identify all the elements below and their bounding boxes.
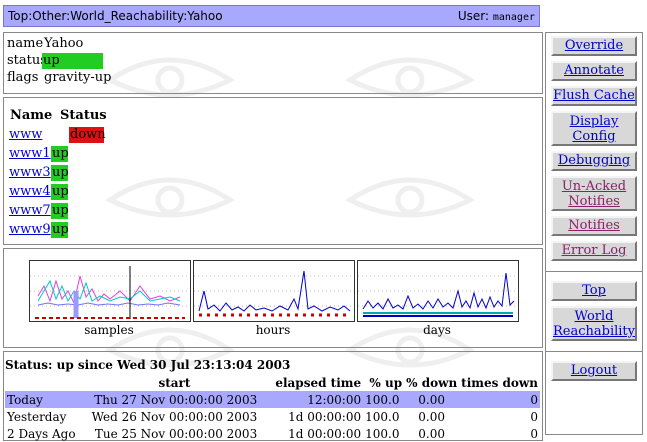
start-cell: Thu 27 Nov 00:00:00 2003 xyxy=(94,392,258,407)
name-value: Yahoo xyxy=(44,36,84,51)
hours-caption: hours xyxy=(255,323,291,337)
flags-value: gravity-up xyxy=(44,70,112,85)
table-row: 2 Days Ago Tue 25 Nov 00:00:00 2003 1d 0… xyxy=(5,425,540,442)
name-column-header: Name xyxy=(10,108,53,123)
up-cell: 100.0 xyxy=(365,426,400,441)
info-panel: name Yahoo status up flags gravity-up xyxy=(3,32,543,94)
start-header: start xyxy=(158,375,191,390)
debugging-button[interactable]: Debugging xyxy=(551,151,637,171)
child-status-badge: up xyxy=(51,165,69,181)
children-panel: Name Status www down www1 up www3 up www… xyxy=(3,97,543,245)
unacked-notifies-button[interactable]: Un-Acked Notifies xyxy=(551,176,637,211)
down-cell: 0.00 xyxy=(418,409,445,424)
annotate-button[interactable]: Annotate xyxy=(551,61,637,81)
child-link-www[interactable]: www xyxy=(9,127,43,142)
notifies-button[interactable]: Notifies xyxy=(551,216,637,236)
status-summary: Status: up since Wed 30 Jul 23:13:04 200… xyxy=(5,358,291,372)
down-cell: 0.00 xyxy=(418,426,445,441)
flush-cache-button[interactable]: Flush Cache xyxy=(551,86,637,106)
error-log-button[interactable]: Error Log xyxy=(551,241,637,261)
up-cell: 100.0 xyxy=(365,409,400,424)
graphs-panel xyxy=(3,248,543,348)
logout-button[interactable]: Logout xyxy=(551,361,637,381)
top-button[interactable]: Top xyxy=(551,281,637,301)
name-label: name xyxy=(7,36,44,51)
flags-label: flags xyxy=(7,70,39,85)
elapsed-header: elapsed time xyxy=(275,375,362,390)
user-name: manager xyxy=(492,12,535,23)
up-cell: 100.0 xyxy=(365,392,400,407)
elapsed-cell: 1d 00:00:00 xyxy=(288,409,362,424)
world-reachability-button[interactable]: World Reachability xyxy=(551,306,637,341)
user-label: User: xyxy=(457,9,490,23)
period-cell: Today xyxy=(7,392,43,407)
sidebar: Override Annotate Flush Cache Display Co… xyxy=(545,32,643,435)
elapsed-cell: 12:00:00 xyxy=(307,392,362,407)
hours-graph[interactable] xyxy=(193,260,355,322)
child-link-www4[interactable]: www4 xyxy=(9,184,51,199)
child-link-www9[interactable]: www9 xyxy=(9,222,51,237)
child-status-badge: up xyxy=(51,203,69,219)
child-link-www3[interactable]: www3 xyxy=(9,165,51,180)
times-cell: 0 xyxy=(530,392,538,407)
top-bar: Top:Other:World_Reachability:Yahoo User:… xyxy=(3,5,540,27)
times-down-header: times down xyxy=(461,375,538,390)
times-cell: 0 xyxy=(530,426,538,441)
elapsed-cell: 1d 00:00:00 xyxy=(288,426,362,441)
down-cell: 0.00 xyxy=(418,392,445,407)
table-header-row: start elapsed time % up % down times dow… xyxy=(5,374,540,391)
status-badge: up xyxy=(42,53,103,69)
period-cell: 2 Days Ago xyxy=(7,426,76,441)
breadcrumb: Top:Other:World_Reachability:Yahoo xyxy=(8,9,223,23)
pct-up-header: % up xyxy=(369,375,403,390)
availability-table: start elapsed time % up % down times dow… xyxy=(5,374,540,442)
child-link-www7[interactable]: www7 xyxy=(9,203,51,218)
override-button[interactable]: Override xyxy=(551,36,637,56)
status-column-header: Status xyxy=(60,108,107,123)
start-cell: Wed 26 Nov 00:00:00 2003 xyxy=(91,409,258,424)
days-graph[interactable] xyxy=(357,260,519,322)
table-row: Today Thu 27 Nov 00:00:00 2003 12:00:00 … xyxy=(5,391,540,408)
start-cell: Tue 25 Nov 00:00:00 2003 xyxy=(94,426,258,441)
period-cell: Yesterday xyxy=(7,409,67,424)
status-label: status xyxy=(7,53,47,68)
child-link-www1[interactable]: www1 xyxy=(9,146,51,161)
samples-caption: samples xyxy=(84,323,134,337)
days-caption: days xyxy=(423,323,451,337)
child-status-badge: up xyxy=(51,184,69,200)
child-status-badge: up xyxy=(51,146,69,162)
child-status-badge: down xyxy=(69,127,106,143)
table-row: Yesterday Wed 26 Nov 00:00:00 2003 1d 00… xyxy=(5,408,540,425)
pct-down-header: % down xyxy=(406,375,458,390)
display-config-button[interactable]: Display Config xyxy=(551,111,637,146)
user-indicator: User: manager xyxy=(458,9,535,23)
samples-graph[interactable] xyxy=(29,260,191,322)
child-status-badge: up xyxy=(51,222,69,238)
times-cell: 0 xyxy=(530,409,538,424)
